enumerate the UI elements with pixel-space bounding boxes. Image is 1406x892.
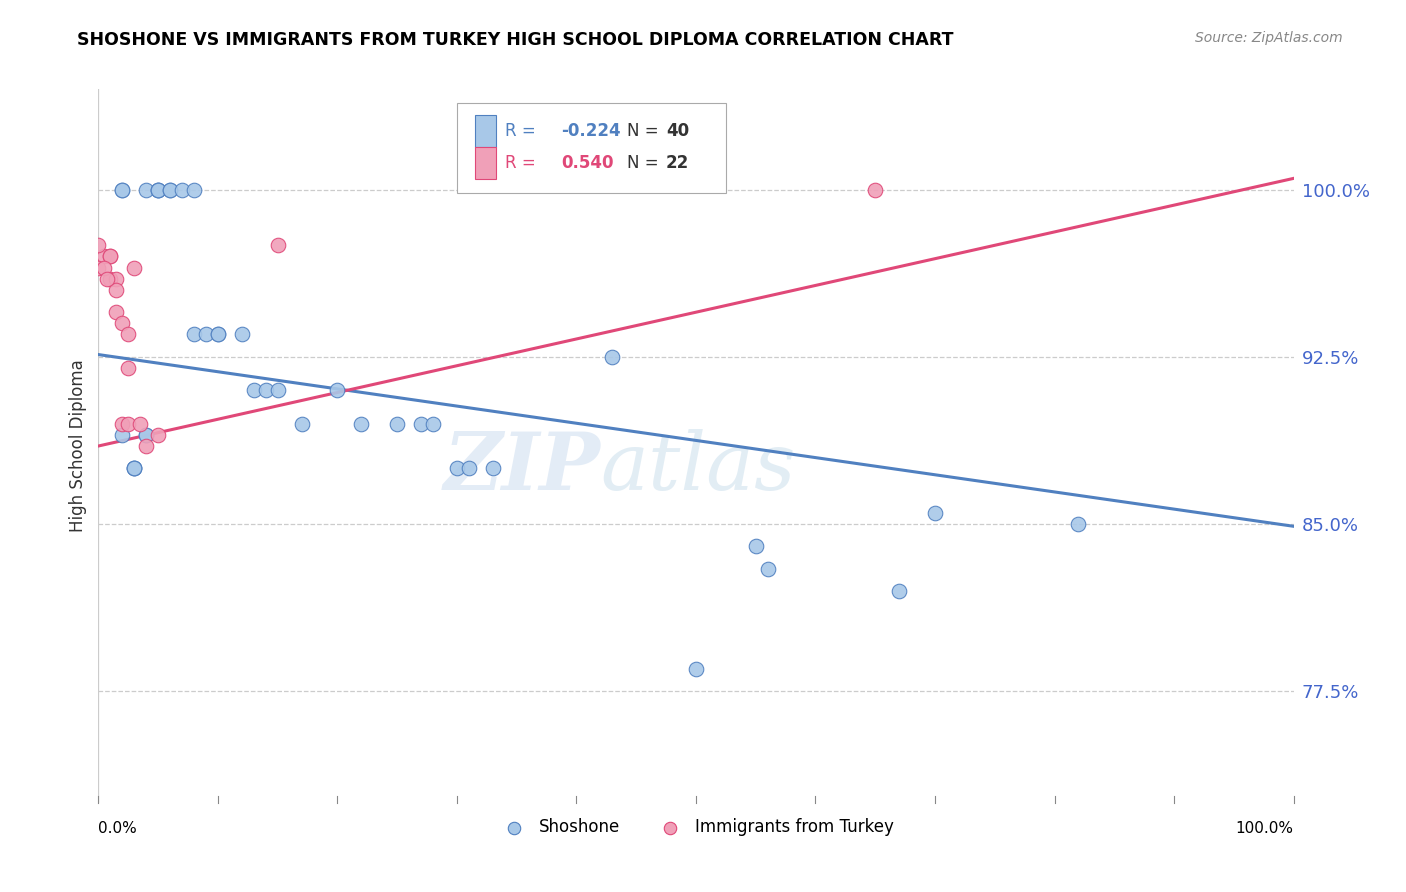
Text: Source: ZipAtlas.com: Source: ZipAtlas.com [1195,31,1343,45]
Text: N =: N = [627,153,664,171]
Point [135,427,157,442]
Point [183,327,205,342]
Point [96,271,118,285]
Point [267,238,290,252]
Point [87,260,110,275]
Point [159,182,181,196]
Point [98,249,122,263]
Bar [475,114,496,146]
Point [602,350,624,364]
Point [117,327,139,342]
Point [254,383,277,397]
Point [117,417,139,431]
Point [889,584,911,599]
Point [183,182,205,196]
Point [481,461,505,475]
Point [87,238,110,252]
Text: R =: R = [505,153,541,171]
Text: 100.0%: 100.0% [1236,821,1294,836]
Point [124,461,146,475]
FancyBboxPatch shape [457,103,725,193]
Point [267,383,290,397]
Point [111,417,134,431]
Point [98,271,122,285]
Point [111,427,134,442]
Point [111,182,134,196]
Point [411,417,433,431]
Point [231,327,253,342]
Point [172,182,194,196]
Point [105,283,128,297]
Point [243,383,266,397]
Point [105,271,128,285]
Point [207,327,229,342]
Point [111,182,134,196]
Point [195,327,218,342]
Text: -0.224: -0.224 [561,121,620,139]
Point [159,182,181,196]
Point [98,249,122,263]
Text: atlas: atlas [600,429,796,506]
Point [385,417,409,431]
Text: 22: 22 [666,153,689,171]
Text: 40: 40 [666,121,689,139]
Point [93,249,115,263]
Point [207,327,229,342]
Point [1067,516,1090,531]
Point [148,427,170,442]
Point [326,383,349,397]
Point [129,417,152,431]
Point [756,561,779,575]
Legend: Shoshone, Immigrants from Turkey: Shoshone, Immigrants from Turkey [491,812,901,843]
Point [148,182,170,196]
Point [117,360,139,375]
Point [458,461,481,475]
Point [446,461,468,475]
Text: R =: R = [505,121,541,139]
Point [105,305,128,319]
Point [291,417,314,431]
Text: N =: N = [627,121,664,139]
Point [350,417,373,431]
Point [124,461,146,475]
Point [135,439,157,453]
Text: SHOSHONE VS IMMIGRANTS FROM TURKEY HIGH SCHOOL DIPLOMA CORRELATION CHART: SHOSHONE VS IMMIGRANTS FROM TURKEY HIGH … [77,31,953,49]
Point [124,461,146,475]
Bar [475,146,496,178]
Point [148,182,170,196]
Text: 0.0%: 0.0% [98,821,138,836]
Point [93,260,115,275]
Point [124,260,146,275]
Point [148,182,170,196]
Point [924,506,946,520]
Y-axis label: High School Diploma: High School Diploma [69,359,87,533]
Point [745,539,768,553]
Text: ZIP: ZIP [443,429,600,506]
Point [422,417,444,431]
Point [111,316,134,330]
Text: 0.540: 0.540 [561,153,613,171]
Point [135,182,157,196]
Point [685,662,707,676]
Point [135,427,157,442]
Point [865,182,887,196]
